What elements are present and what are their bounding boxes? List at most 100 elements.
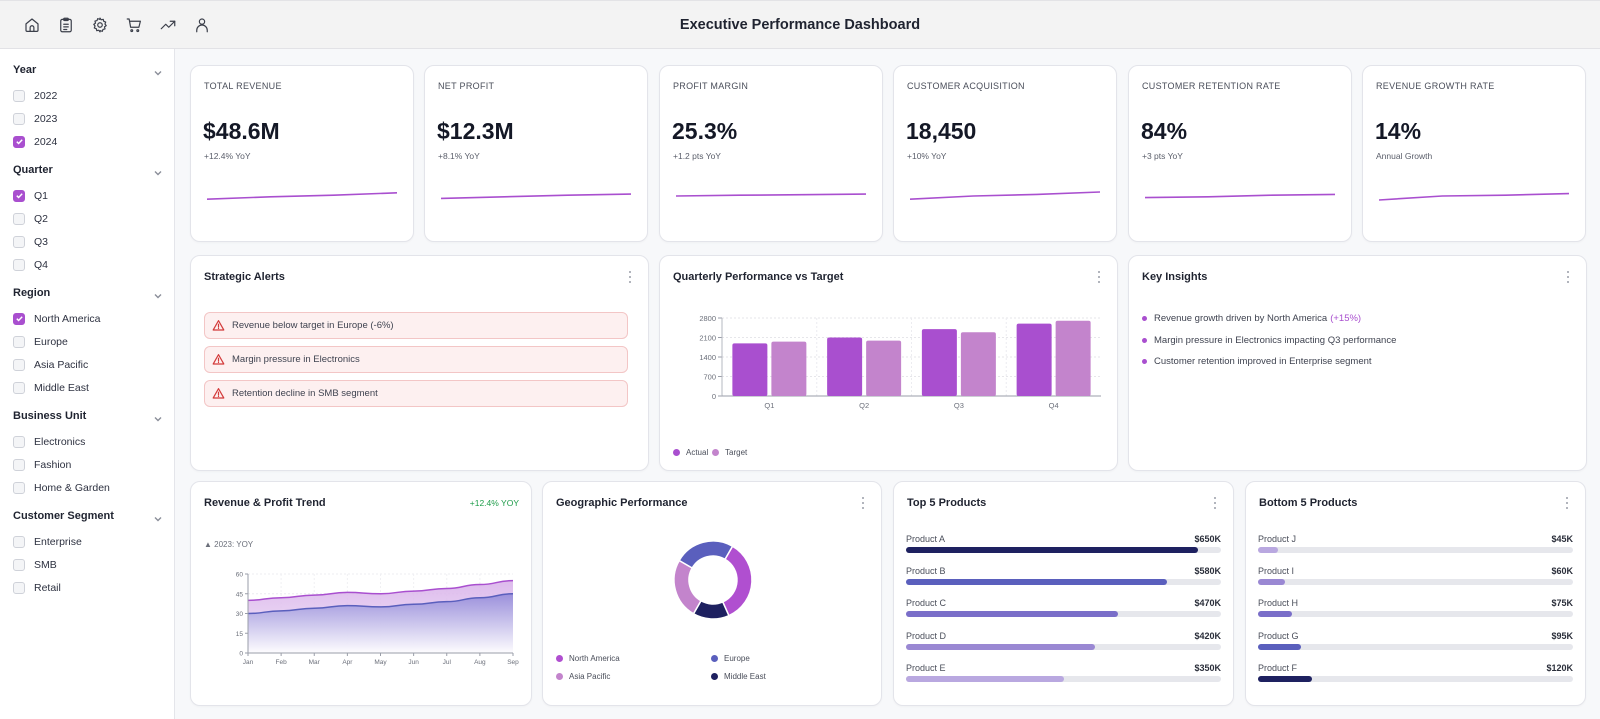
checkbox[interactable]	[13, 112, 25, 125]
product-row[interactable]: Product D $420K	[906, 631, 1221, 661]
product-row[interactable]: Product A $650K	[906, 534, 1221, 564]
alert-item[interactable]: Retention decline in SMB segment	[204, 380, 628, 407]
chevron-down-icon[interactable]	[153, 411, 163, 421]
checkbox[interactable]	[13, 258, 25, 271]
product-row[interactable]: Product B $580K	[906, 566, 1221, 596]
checkbox[interactable]	[13, 312, 25, 325]
more-options-icon[interactable]	[1563, 496, 1571, 510]
filter-option-europe[interactable]: Europe	[13, 330, 174, 353]
chevron-down-icon[interactable]	[153, 511, 163, 521]
product-row[interactable]: Product C $470K	[906, 598, 1221, 628]
checkbox[interactable]	[13, 358, 25, 371]
filter-header[interactable]: Quarter	[13, 161, 163, 178]
product-row[interactable]: Product E $350K	[906, 663, 1221, 693]
filter-option-2023[interactable]: 2023	[13, 107, 174, 130]
filter-option-enterprise[interactable]: Enterprise	[13, 530, 174, 553]
filter-option-q1[interactable]: Q1	[13, 184, 174, 207]
card-title: Revenue & Profit Trend	[204, 497, 326, 509]
x-tick-label: Apr	[342, 659, 353, 666]
bar-target-q2[interactable]	[866, 340, 902, 396]
alert-item[interactable]: Margin pressure in Electronics	[204, 346, 628, 373]
filter-header[interactable]: Year	[13, 61, 163, 78]
more-options-icon[interactable]	[1211, 496, 1219, 510]
product-row[interactable]: Product F $120K	[1258, 663, 1573, 693]
yoy-badge: +12.4% YOY	[469, 498, 519, 508]
more-options-icon[interactable]	[1095, 270, 1103, 284]
checkbox[interactable]	[13, 535, 25, 548]
chevron-down-icon[interactable]	[153, 65, 163, 75]
x-tick-label: Aug	[474, 659, 486, 666]
kpi-label: Customer Acquisition	[907, 81, 1025, 91]
product-row[interactable]: Product H $75K	[1258, 598, 1573, 628]
filter-option-q4[interactable]: Q4	[13, 253, 174, 276]
more-options-icon[interactable]	[859, 496, 867, 510]
checkbox[interactable]	[13, 381, 25, 394]
checkbox[interactable]	[13, 435, 25, 448]
more-options-icon[interactable]	[1564, 270, 1572, 284]
checkbox[interactable]	[13, 189, 25, 202]
product-value: $95K	[1551, 630, 1573, 641]
x-tick-label: Q2	[859, 401, 869, 410]
y-tick-label: 45	[236, 591, 244, 598]
user-icon[interactable]	[192, 15, 212, 35]
line-profit[interactable]	[247, 593, 514, 615]
bar-target-q1[interactable]	[771, 341, 807, 396]
bar-actual-q3[interactable]	[921, 329, 957, 396]
checkbox[interactable]	[13, 135, 25, 148]
kpi-card-revenue-growth-rate: Revenue Growth Rate 14% Annual Growth	[1362, 65, 1586, 242]
more-options-icon[interactable]	[626, 270, 634, 284]
filter-option-middle-east[interactable]: Middle East	[13, 376, 174, 399]
home-icon[interactable]	[22, 15, 42, 35]
slice-asia-pacific[interactable]	[673, 559, 703, 615]
checkbox[interactable]	[13, 481, 25, 494]
checkbox[interactable]	[13, 558, 25, 571]
checkbox[interactable]	[13, 212, 25, 225]
gear-icon[interactable]	[90, 15, 110, 35]
product-row[interactable]: Product G $95K	[1258, 631, 1573, 661]
filter-option-q2[interactable]: Q2	[13, 207, 174, 230]
product-value: $650K	[1194, 534, 1221, 544]
checkbox[interactable]	[13, 235, 25, 248]
clipboard-icon[interactable]	[56, 15, 76, 35]
checkbox[interactable]	[13, 581, 25, 594]
bar-target-q3[interactable]	[960, 332, 996, 396]
legend-swatch	[556, 673, 563, 680]
alert-text: Revenue below target in Europe (-6%)	[232, 320, 394, 331]
chevron-down-icon[interactable]	[153, 288, 163, 298]
legend-label: Asia Pacific	[569, 672, 611, 681]
checkbox[interactable]	[13, 458, 25, 471]
trending-up-icon[interactable]	[158, 15, 178, 35]
filter-option-electronics[interactable]: Electronics	[13, 430, 174, 453]
chevron-down-icon[interactable]	[153, 165, 163, 175]
filter-option-fashion[interactable]: Fashion	[13, 453, 174, 476]
filter-option-smb[interactable]: SMB	[13, 553, 174, 576]
product-row[interactable]: Product J $45K	[1258, 534, 1573, 564]
checkbox[interactable]	[13, 335, 25, 348]
x-tick-label: May	[374, 659, 387, 666]
filter-header[interactable]: Region	[13, 284, 163, 301]
bullet-icon	[1142, 337, 1147, 343]
filter-option-2022[interactable]: 2022	[13, 84, 174, 107]
cart-icon[interactable]	[124, 15, 144, 35]
alert-item[interactable]: Revenue below target in Europe (-6%)	[204, 312, 628, 339]
checkbox[interactable]	[13, 89, 25, 102]
filter-option-asia-pacific[interactable]: Asia Pacific	[13, 353, 174, 376]
legend-label: Europe	[724, 654, 750, 663]
filter-header[interactable]: Customer Segment	[13, 507, 163, 524]
filter-header[interactable]: Business Unit	[13, 407, 163, 424]
filter-option-2024[interactable]: 2024	[13, 130, 174, 153]
filter-option-q3[interactable]: Q3	[13, 230, 174, 253]
kpi-label: Profit Margin	[673, 81, 749, 91]
product-row[interactable]: Product I $60K	[1258, 566, 1573, 596]
bar-actual-q4[interactable]	[1016, 323, 1052, 396]
filter-option-north-america[interactable]: North America	[13, 307, 174, 330]
filter-option-retail[interactable]: Retail	[13, 576, 174, 599]
progress-track	[1258, 579, 1573, 586]
line-revenue[interactable]	[247, 579, 514, 602]
sparkline-line	[1379, 192, 1569, 201]
filter-option-home-garden[interactable]: Home & Garden	[13, 476, 174, 499]
bar-actual-q1[interactable]	[732, 343, 768, 396]
bar-target-q4[interactable]	[1055, 320, 1091, 396]
bar-actual-q2[interactable]	[827, 337, 863, 397]
slice-europe[interactable]	[678, 540, 734, 570]
